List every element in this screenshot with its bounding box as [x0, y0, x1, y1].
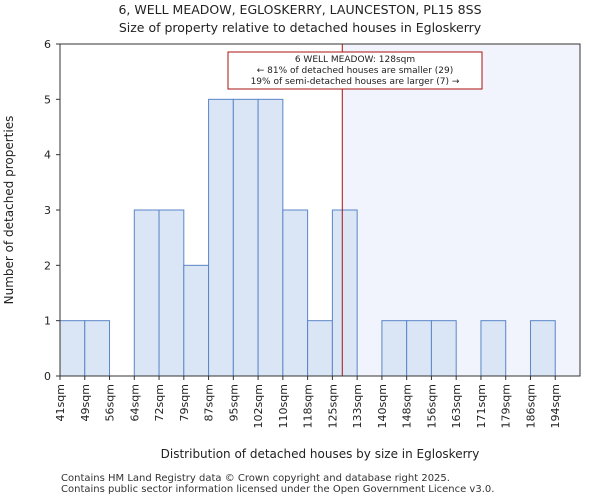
- y-tick-label: 3: [44, 204, 51, 217]
- x-tick-label: 87sqm: [203, 384, 216, 421]
- x-tick-label: 72sqm: [153, 384, 166, 421]
- x-tick-label: 79sqm: [178, 384, 191, 421]
- x-tick-label: 125sqm: [326, 384, 339, 428]
- x-tick-label: 140sqm: [376, 384, 389, 428]
- y-tick-label: 0: [44, 370, 51, 383]
- x-tick-label: 163sqm: [450, 384, 463, 428]
- x-axis-label: Distribution of detached houses by size …: [161, 447, 480, 461]
- bar-125sqm: [331, 209, 358, 377]
- y-axis-label: Number of detached properties: [2, 116, 16, 305]
- x-tick-label: 118sqm: [302, 384, 315, 428]
- bar-148sqm: [406, 320, 432, 377]
- x-tick-label: 194sqm: [549, 384, 562, 428]
- bar-79sqm: [183, 264, 210, 377]
- bar-156sqm: [430, 320, 457, 377]
- footer-line1: Contains HM Land Registry data © Crown c…: [61, 473, 450, 484]
- plot-frame: [59, 43, 581, 377]
- bar-140sqm: [381, 320, 408, 377]
- bar-95sqm: [232, 98, 259, 377]
- property-annotation: 6 WELL MEADOW: 128sqm ← 81% of detached …: [227, 51, 483, 90]
- chart-title-line2: Size of property relative to detached ho…: [119, 20, 482, 35]
- bar-64sqm: [133, 209, 160, 377]
- x-tick-label: 186sqm: [524, 384, 537, 428]
- x-tick-label: 49sqm: [79, 384, 92, 421]
- x-tick-label: 110sqm: [277, 384, 290, 428]
- x-tick-label: 156sqm: [425, 384, 438, 428]
- bar-87sqm: [208, 98, 234, 377]
- bar-41sqm: [59, 320, 86, 377]
- x-tick-label: 95sqm: [227, 384, 240, 421]
- annotation-line3: 19% of semi-detached houses are larger (…: [251, 77, 460, 87]
- bar-49sqm: [84, 320, 111, 377]
- x-tick-label: 133sqm: [351, 384, 364, 428]
- annotation-box: [227, 51, 483, 90]
- bar-102sqm: [257, 98, 284, 377]
- bar-171sqm: [480, 320, 507, 377]
- y-tick-label: 4: [44, 149, 51, 162]
- x-tick-label: 64sqm: [128, 384, 141, 421]
- annotation-line2: ← 81% of detached houses are smaller (29…: [257, 66, 454, 76]
- y-tick-label: 1: [44, 315, 51, 328]
- x-tick-label: 102sqm: [252, 384, 265, 428]
- bar-186sqm: [529, 320, 556, 377]
- x-tick-label: 41sqm: [54, 384, 67, 421]
- x-tick-label: 56sqm: [104, 384, 117, 421]
- annotation-line1: 6 WELL MEADOW: 128sqm: [295, 55, 415, 65]
- x-tick-label: 179sqm: [500, 384, 513, 428]
- bar-110sqm: [282, 209, 309, 377]
- y-tick-label: 2: [44, 259, 51, 272]
- x-tick-label: 148sqm: [401, 384, 414, 428]
- y-tick-label: 6: [44, 38, 51, 51]
- x-tick-label: 171sqm: [475, 384, 488, 428]
- footer-line2: Contains public sector information licen…: [61, 484, 495, 495]
- chart-title-line1: 6, WELL MEADOW, EGLOSKERRY, LAUNCESTON, …: [118, 2, 481, 17]
- y-tick-label: 5: [44, 93, 51, 106]
- bar-72sqm: [158, 209, 185, 377]
- bar-118sqm: [307, 320, 333, 377]
